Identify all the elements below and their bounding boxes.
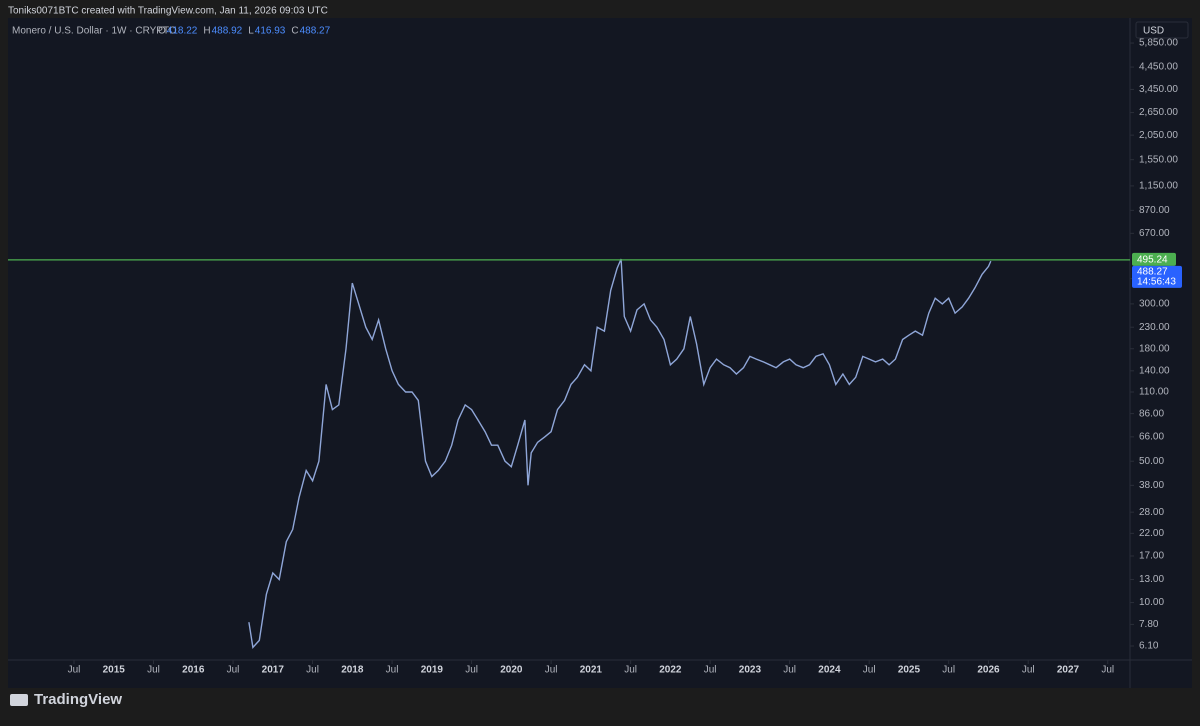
countdown: 14:56:43 bbox=[1137, 277, 1176, 288]
y-tick-label: 6.10 bbox=[1139, 641, 1159, 652]
y-tick-label: 22.00 bbox=[1139, 528, 1164, 539]
y-tick-label: 10.00 bbox=[1139, 597, 1164, 608]
x-tick-label: 2021 bbox=[580, 665, 603, 676]
ohlc-key: C bbox=[291, 26, 298, 37]
x-tick-label: Jul bbox=[147, 665, 160, 676]
x-tick-label: 2022 bbox=[659, 665, 682, 676]
x-tick-label: 2018 bbox=[341, 665, 364, 676]
x-tick-label: Jul bbox=[704, 665, 717, 676]
y-tick-label: 13.00 bbox=[1139, 574, 1164, 585]
y-tick-label: 86.00 bbox=[1139, 408, 1164, 419]
x-tick-label: Jul bbox=[386, 665, 399, 676]
ohlc-value: 416.93 bbox=[255, 26, 286, 37]
y-tick-label: 5,850.00 bbox=[1139, 38, 1178, 49]
x-tick-label: 2015 bbox=[103, 665, 126, 676]
x-tick-label: 2023 bbox=[739, 665, 762, 676]
x-tick-label: Jul bbox=[863, 665, 876, 676]
currency-box bbox=[1135, 21, 1189, 39]
price-line bbox=[248, 258, 992, 649]
ohlc-value: 488.92 bbox=[212, 26, 243, 37]
y-tick-label: 4,450.00 bbox=[1139, 62, 1178, 73]
logo-mark bbox=[10, 694, 28, 706]
y-tick-label: 2,650.00 bbox=[1139, 107, 1178, 118]
x-tick-label: Jul bbox=[624, 665, 637, 676]
level-label-bg bbox=[1132, 252, 1176, 266]
x-tick-label: Jul bbox=[227, 665, 240, 676]
x-tick-label: 2017 bbox=[262, 665, 285, 676]
credit: Toniks0071BTC created with TradingView.c… bbox=[8, 6, 328, 17]
x-tick-label: 2026 bbox=[977, 665, 1000, 676]
x-tick-label: 2024 bbox=[818, 665, 841, 676]
y-tick-label: 66.00 bbox=[1139, 431, 1164, 442]
y-tick-label: 50.00 bbox=[1139, 456, 1164, 467]
x-tick-label: 2020 bbox=[500, 665, 523, 676]
last-price: 488.27 bbox=[1137, 267, 1168, 278]
x-tick-label: 2025 bbox=[898, 665, 921, 676]
y-tick-label: 38.00 bbox=[1139, 480, 1164, 491]
x-tick-label: Jul bbox=[942, 665, 955, 676]
last-price-bg bbox=[1132, 265, 1182, 288]
y-tick-label: 28.00 bbox=[1139, 507, 1164, 518]
ohlc-value: 418.22 bbox=[167, 26, 198, 37]
y-tick-label: 1,550.00 bbox=[1139, 154, 1178, 165]
y-tick-label: 1,150.00 bbox=[1139, 181, 1178, 192]
x-tick-label: Jul bbox=[68, 665, 81, 676]
x-tick-label: Jul bbox=[465, 665, 478, 676]
x-tick-label: Jul bbox=[1101, 665, 1114, 676]
ohlc-key: H bbox=[203, 26, 210, 37]
y-tick-label: 110.00 bbox=[1139, 387, 1169, 398]
y-tick-label: 230.00 bbox=[1139, 322, 1170, 333]
y-tick-label: 17.00 bbox=[1139, 551, 1164, 562]
x-tick-label: 2016 bbox=[182, 665, 205, 676]
ohlc-key: L bbox=[248, 26, 254, 37]
logo: TradingView bbox=[10, 691, 122, 708]
x-tick-label: 2027 bbox=[1057, 665, 1080, 676]
ohlc-key: O bbox=[158, 26, 166, 37]
symbol-title: Monero / U.S. Dollar · 1W · CRYPTO bbox=[12, 26, 177, 37]
y-tick-label: 3,450.00 bbox=[1139, 84, 1178, 95]
y-tick-label: 180.00 bbox=[1139, 343, 1170, 354]
y-tick-label: 7.80 bbox=[1139, 619, 1159, 630]
x-tick-label: Jul bbox=[1022, 665, 1035, 676]
currency: USD bbox=[1143, 26, 1164, 37]
chart-bg bbox=[8, 18, 1192, 688]
y-tick-label: 870.00 bbox=[1139, 205, 1170, 216]
y-tick-label: 670.00 bbox=[1139, 228, 1170, 239]
x-tick-label: 2019 bbox=[421, 665, 444, 676]
y-tick-label: 140.00 bbox=[1139, 365, 1170, 376]
brand: TradingView bbox=[34, 691, 122, 708]
y-tick-label: 300.00 bbox=[1139, 299, 1170, 310]
x-tick-label: Jul bbox=[783, 665, 796, 676]
y-tick-label: 2,050.00 bbox=[1139, 130, 1178, 141]
x-tick-label: Jul bbox=[306, 665, 319, 676]
level-label: 495.24 bbox=[1137, 255, 1168, 266]
ohlc-value: 488.27 bbox=[300, 26, 331, 37]
x-tick-label: Jul bbox=[545, 665, 558, 676]
